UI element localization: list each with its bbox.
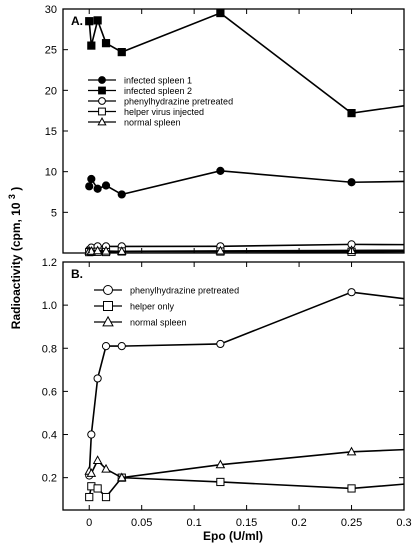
- y-tick-label: 0.4: [42, 430, 57, 442]
- y-tick-label: 10: [45, 167, 57, 179]
- data-point: [215, 245, 226, 255]
- data-point: [117, 190, 126, 199]
- y-tick-label: 0.8: [42, 343, 57, 355]
- legend-entry: infected spleen 1: [124, 76, 192, 86]
- data-point: [216, 339, 225, 349]
- panel-a-marks: [84, 8, 405, 257]
- data-point: [347, 288, 356, 297]
- x-tick-label: 0.05: [131, 517, 152, 529]
- data-point: [347, 109, 356, 118]
- y-axis-title-exponent: 3: [7, 194, 17, 199]
- panel-b-legend: phenylhydrazine pretreated helper only nor…: [94, 285, 239, 328]
- legend-entry: helper virus injected: [124, 107, 204, 117]
- panel-a-label: A.: [71, 14, 83, 28]
- y-axis-title-main: Radioactivity (cpm, 10: [9, 202, 23, 329]
- panel-b-x-ticks: 0 0.05 0.1 0.15 0.2 0.25 0.3: [86, 517, 411, 529]
- data-point: [101, 39, 111, 48]
- data-point: [215, 459, 226, 469]
- data-point: [85, 182, 94, 191]
- series-line: [88, 476, 405, 499]
- panel-a-y-ticks: 5 10 15 20 25 30: [45, 4, 405, 253]
- data-point: [117, 342, 126, 351]
- series-helper-only: [85, 473, 405, 502]
- data-point: [93, 16, 102, 25]
- legend-marker: [103, 301, 113, 311]
- data-point: [85, 17, 94, 26]
- x-tick-label: 0.2: [291, 517, 306, 529]
- data-point: [116, 246, 127, 255]
- x-tick-label: 0.25: [341, 517, 362, 529]
- data-point: [87, 430, 96, 439]
- y-tick-label: 15: [45, 126, 57, 138]
- data-point: [101, 181, 111, 190]
- data-point: [116, 472, 127, 482]
- series-infected-spleen-1: [85, 166, 405, 199]
- data-point: [347, 178, 356, 187]
- y-tick-label: 5: [51, 207, 57, 219]
- legend-entry: helper only: [130, 302, 175, 312]
- legend-marker: [98, 107, 106, 116]
- legend-marker: [102, 315, 114, 327]
- legend-entry: normal spleen: [124, 118, 181, 128]
- y-axis-title: Radioactivity (cpm, 10 3 ): [4, 187, 23, 329]
- data-point: [87, 41, 96, 50]
- data-point: [101, 342, 111, 351]
- data-point: [87, 174, 96, 184]
- panel-b-marks: [84, 288, 405, 502]
- legend-marker: [98, 97, 106, 105]
- y-tick-label: 0.2: [42, 473, 57, 485]
- data-point: [93, 374, 102, 383]
- y-tick-label: 1.2: [42, 257, 57, 269]
- data-point: [216, 477, 225, 487]
- panel-b-frame: [62, 261, 405, 511]
- x-tick-label: 0.3: [396, 517, 411, 529]
- series-normal-spleen: [84, 446, 405, 482]
- data-point: [216, 166, 225, 175]
- panel-b-label: B.: [71, 267, 83, 281]
- legend-entry: normal spleen: [130, 318, 187, 328]
- data-point: [346, 446, 357, 456]
- y-tick-label: 0.6: [42, 386, 57, 398]
- data-point: [93, 484, 102, 493]
- legend-entry: phenylhydrazine pretreated: [130, 286, 239, 296]
- y-tick-label: 1.0: [42, 300, 57, 312]
- legend-marker: [97, 117, 107, 126]
- data-point: [85, 492, 94, 502]
- y-tick-label: 20: [45, 85, 57, 97]
- data-point: [86, 468, 97, 477]
- x-tick-label: 0: [86, 517, 92, 529]
- panel-a-frame: [62, 8, 405, 254]
- series-line: [88, 291, 405, 476]
- panel-b-y-ticks: 0.2 0.4 0.6 0.8 1.0 1.2: [42, 257, 405, 510]
- x-axis-title: Epo (U/ml): [203, 529, 263, 543]
- series-line: [88, 12, 405, 114]
- y-tick-label: 30: [45, 4, 57, 16]
- data-point: [347, 484, 356, 493]
- data-point: [101, 463, 111, 473]
- series-infected-spleen-2: [85, 8, 405, 118]
- data-point: [101, 245, 111, 255]
- data-point: [117, 48, 126, 57]
- data-point: [93, 184, 102, 193]
- data-point: [101, 492, 111, 502]
- series-line: [88, 170, 405, 196]
- data-point: [92, 455, 103, 464]
- legend-marker: [98, 86, 106, 95]
- x-tick-label: 0.15: [236, 517, 257, 529]
- y-axis-title-close: ): [9, 187, 23, 191]
- y-tick-label: 25: [45, 45, 57, 57]
- legend-entry: infected spleen 2: [124, 86, 192, 96]
- legend-marker: [98, 76, 106, 84]
- data-point: [216, 8, 225, 18]
- legend-entry: phenylhydrazine pretreated: [124, 97, 233, 107]
- x-tick-label: 0.1: [187, 517, 202, 529]
- panel-b: 0.2 0.4 0.6 0.8 1.0 1.2 0 0.05 0.1 0.15 0.2 0.25 0.…: [42, 257, 412, 529]
- series-line: [88, 448, 405, 479]
- legend-marker: [103, 285, 113, 295]
- data-point: [92, 245, 103, 255]
